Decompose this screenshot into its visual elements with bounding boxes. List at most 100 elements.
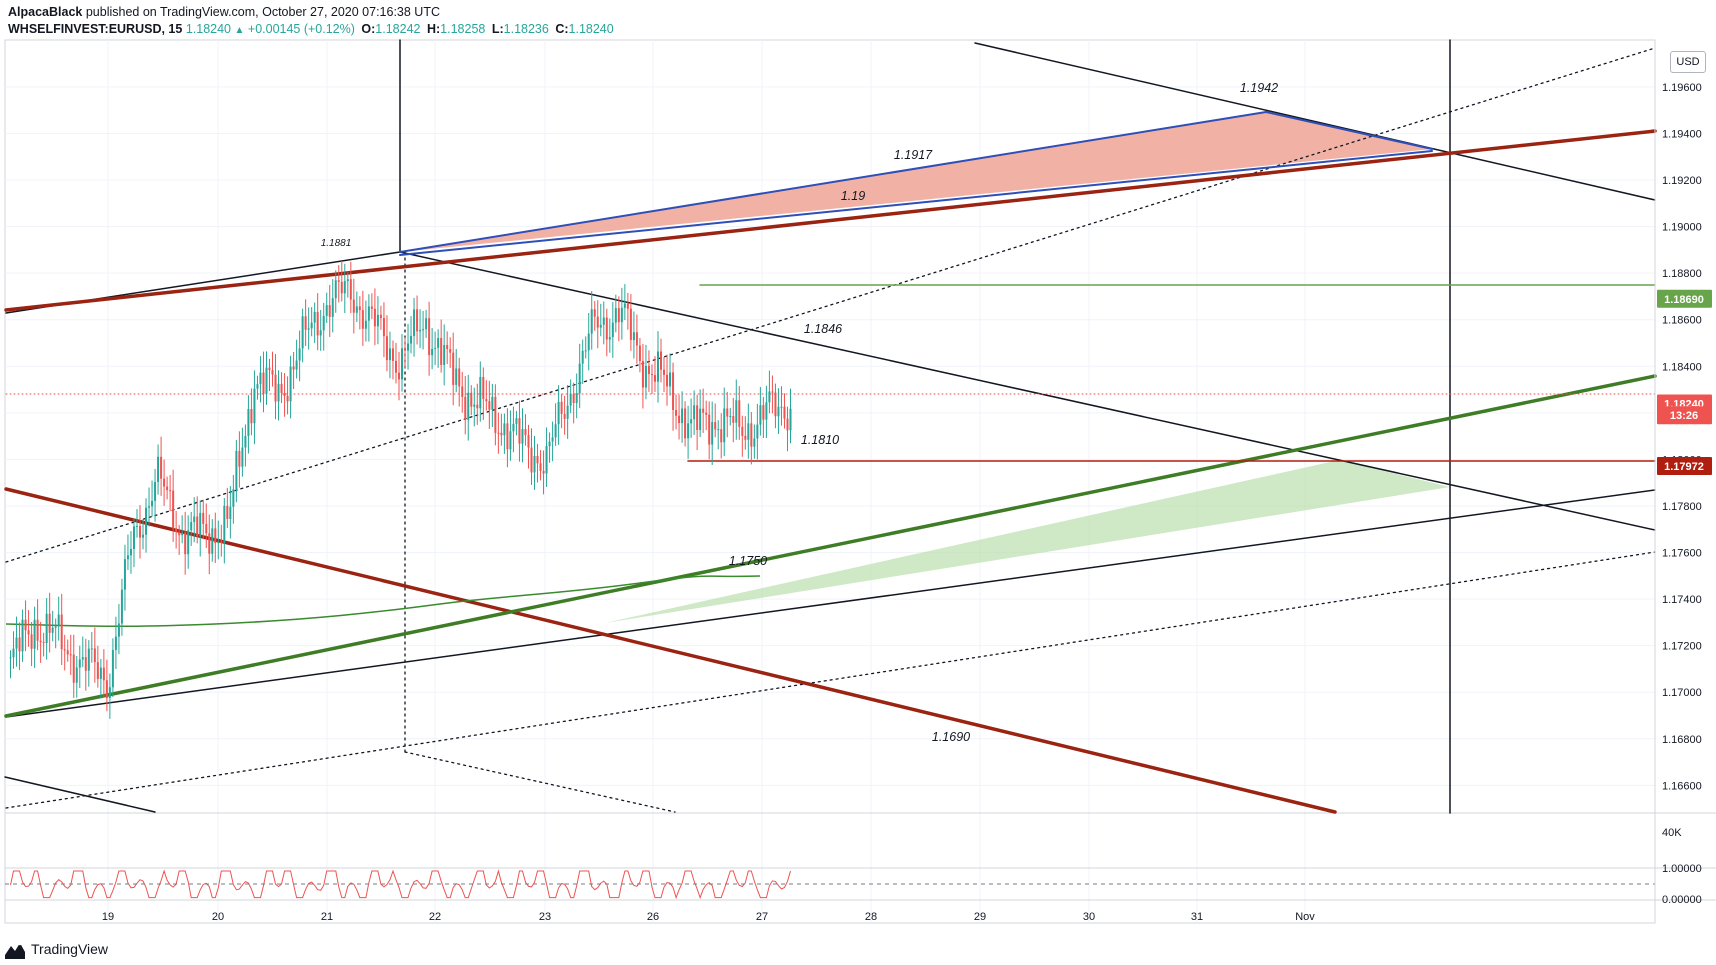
candle-body bbox=[452, 352, 455, 385]
candle-body bbox=[298, 348, 301, 361]
price-tag-label: 13:26 bbox=[1670, 410, 1698, 422]
low-label: L: bbox=[491, 22, 504, 36]
low-value: 1.18236 bbox=[503, 22, 549, 36]
candle-body bbox=[744, 435, 747, 440]
candle-body bbox=[437, 338, 440, 348]
candle-body bbox=[581, 350, 584, 364]
candle-body bbox=[187, 530, 190, 555]
candle-body bbox=[789, 408, 792, 431]
candle-body bbox=[111, 649, 114, 688]
dotted-parallel-line bbox=[5, 47, 1656, 563]
candle-body bbox=[211, 528, 214, 554]
candle-body bbox=[401, 348, 404, 380]
candle-body bbox=[476, 404, 479, 409]
candle-body bbox=[66, 650, 69, 655]
candle-body bbox=[644, 365, 647, 388]
candle-body bbox=[623, 303, 626, 308]
y-tick-label: 1.17600 bbox=[1662, 548, 1702, 560]
candle-body bbox=[394, 360, 397, 373]
candle-body bbox=[135, 526, 138, 528]
candle-body bbox=[217, 541, 220, 544]
tradingview-brand[interactable]: TradingView bbox=[31, 941, 109, 957]
time-axis: 19 20 21 22 23 26 27 28 29 30 31 Nov bbox=[102, 911, 1315, 923]
candle-body bbox=[590, 309, 593, 334]
candle-body bbox=[114, 636, 117, 650]
candle-body bbox=[175, 528, 178, 533]
candle-body bbox=[45, 613, 48, 644]
candle-body bbox=[422, 329, 425, 331]
candle-body bbox=[262, 372, 265, 394]
candle-body bbox=[54, 626, 57, 628]
candle-body bbox=[753, 438, 756, 447]
candle-body bbox=[361, 310, 364, 329]
y-tick-label: 1.17400 bbox=[1662, 594, 1702, 606]
blue-triangle-edge bbox=[399, 150, 1433, 256]
candle-body bbox=[738, 400, 741, 427]
candle-body bbox=[560, 401, 563, 414]
chart-grid bbox=[4, 39, 1716, 924]
candle-body bbox=[265, 367, 268, 394]
candle-body bbox=[334, 280, 337, 299]
author-name[interactable]: AlpacaBlack bbox=[8, 5, 83, 19]
candle-body bbox=[678, 415, 681, 424]
candle-body bbox=[190, 522, 193, 531]
red-channel-line bbox=[4, 487, 1337, 814]
price-tag-box bbox=[1657, 406, 1712, 425]
y-tick-label: 1.19600 bbox=[1662, 82, 1702, 94]
green-trend-line bbox=[4, 374, 1657, 718]
moving-average-line bbox=[5, 575, 761, 628]
y-tick-label: 1.18400 bbox=[1662, 361, 1702, 373]
dotted-parallel-line bbox=[404, 751, 676, 813]
candle-body bbox=[482, 376, 485, 400]
candle-body bbox=[199, 512, 202, 537]
candle-body bbox=[563, 413, 566, 419]
candle-body bbox=[404, 348, 407, 351]
tradingview-logo-icon bbox=[5, 940, 25, 959]
candle-body bbox=[30, 634, 33, 649]
candle-body bbox=[548, 441, 551, 447]
candle-body bbox=[771, 391, 774, 393]
oscillator-axis-label: 0.00000 bbox=[1662, 894, 1702, 906]
candle-body bbox=[587, 333, 590, 351]
price-tag-label: 1.18690 bbox=[1664, 294, 1704, 306]
symbol-name[interactable]: WHSELFINVEST:EURUSD, 15 bbox=[8, 22, 183, 36]
candle-body bbox=[157, 456, 160, 482]
candle-body bbox=[690, 419, 693, 424]
candle-body bbox=[385, 336, 388, 361]
volume-axis-label: 40K bbox=[1662, 827, 1682, 839]
candle-body bbox=[166, 486, 169, 491]
candle-body bbox=[81, 657, 84, 660]
candle-body bbox=[656, 351, 659, 382]
close-label: C: bbox=[555, 22, 569, 36]
candle-body bbox=[681, 408, 684, 424]
candle-body bbox=[96, 662, 99, 679]
y-tick-label: 1.17000 bbox=[1662, 687, 1702, 699]
candle-body bbox=[229, 506, 232, 519]
candle-body bbox=[729, 416, 732, 418]
candle-body bbox=[684, 408, 687, 439]
candle-body bbox=[708, 414, 711, 445]
candle-body bbox=[220, 541, 223, 543]
candle-body bbox=[617, 308, 620, 323]
candle-body bbox=[244, 435, 247, 448]
candle-body bbox=[148, 506, 151, 508]
candle-body bbox=[358, 306, 361, 311]
candle-body bbox=[93, 648, 96, 663]
drawing-label: 1.1750 bbox=[729, 554, 767, 568]
drawing-labels: 1.1942 1.1917 1.19 1.1881 1.1846 1.1810 1.1750… bbox=[321, 81, 1278, 744]
candle-body bbox=[102, 667, 105, 681]
candle-body bbox=[325, 305, 328, 316]
currency-button[interactable]: USD bbox=[1670, 51, 1706, 73]
black-trend-line bbox=[974, 42, 1656, 201]
x-tick-label: 28 bbox=[865, 911, 877, 923]
candle-body bbox=[304, 316, 307, 330]
candle-body bbox=[328, 305, 331, 317]
price-tag-box bbox=[1657, 289, 1712, 308]
black-trend-line bbox=[399, 251, 1656, 531]
candle-body bbox=[750, 423, 753, 447]
candle-body bbox=[18, 637, 21, 652]
candle-body bbox=[620, 307, 623, 323]
candle-body bbox=[747, 423, 750, 440]
candle-body bbox=[693, 405, 696, 420]
